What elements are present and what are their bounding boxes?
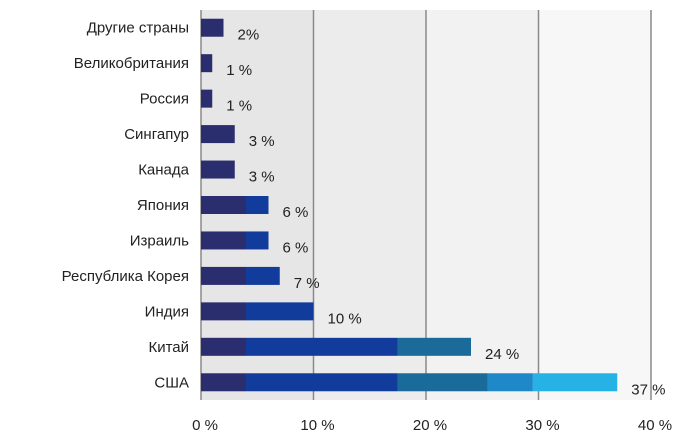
value-label: 10 %	[328, 310, 362, 327]
bar-segment	[532, 373, 618, 392]
background-bands	[201, 10, 651, 400]
category-label: Канада	[138, 162, 189, 179]
value-label: 24 %	[485, 346, 519, 363]
bar-segment	[246, 302, 314, 321]
bar-segment	[246, 337, 398, 356]
category-labels: Другие страны Великобритания Россия Сингапу…	[62, 20, 190, 392]
category-label: Сингапур	[124, 126, 189, 143]
category-label: Китай	[148, 339, 189, 356]
category-label: США	[154, 374, 189, 391]
value-label: 1 %	[226, 98, 252, 115]
x-tick-label: 20 %	[413, 417, 447, 434]
bar-segment	[201, 54, 213, 73]
bar-segment	[201, 89, 213, 108]
bar-segment	[246, 196, 269, 214]
bar	[201, 160, 235, 179]
value-label: 3 %	[249, 169, 275, 186]
bar	[201, 302, 314, 321]
bars	[201, 18, 618, 392]
bar	[201, 125, 235, 144]
bar	[201, 54, 213, 73]
bar-segment	[201, 373, 246, 392]
value-label: 1 %	[226, 62, 252, 79]
bar-segment	[487, 373, 533, 392]
bar-segment	[246, 373, 398, 392]
x-tick-label: 10 %	[300, 417, 334, 434]
value-label: 7 %	[294, 275, 320, 292]
x-tick-label: 30 %	[525, 417, 559, 434]
value-label: 2%	[238, 27, 260, 44]
bar-segment	[246, 231, 269, 250]
category-label: Япония	[137, 197, 189, 214]
value-label: 3 %	[249, 133, 275, 150]
bar-segment	[201, 196, 246, 214]
bar-segment	[397, 373, 488, 392]
category-label: Россия	[140, 91, 189, 108]
bar-segment	[397, 337, 471, 356]
bar-segment	[201, 337, 246, 356]
category-label: Великобритания	[74, 55, 189, 72]
category-label: Израиль	[130, 232, 189, 249]
x-tick-label: 40 %	[638, 417, 672, 434]
background-band	[538, 10, 651, 400]
bar-segment	[201, 125, 235, 144]
bar-segment	[201, 18, 224, 37]
x-tick-label: 0 %	[192, 417, 218, 434]
bar	[201, 18, 224, 37]
bar	[201, 231, 269, 250]
value-labels: 2% 1 % 1 % 3 % 3 % 6 % 6 % 7 % 10 % 24 % 37 %	[226, 27, 665, 399]
category-label: Другие страны	[87, 20, 189, 37]
bar-segment	[201, 160, 235, 179]
value-label: 6 %	[283, 239, 309, 256]
value-label: 6 %	[283, 204, 309, 221]
bar	[201, 266, 280, 285]
background-band	[313, 10, 426, 400]
bar-segment	[246, 266, 280, 285]
bar	[201, 337, 471, 356]
category-label: Республика Корея	[62, 268, 189, 285]
bar-segment	[201, 231, 246, 250]
bar-segment	[201, 266, 246, 285]
x-tick-labels: 0 % 10 % 20 % 30 % 40 %	[192, 417, 672, 434]
value-label: 37 %	[631, 381, 665, 398]
bar	[201, 196, 269, 214]
bar	[201, 89, 213, 108]
bar	[201, 373, 618, 392]
background-band	[426, 10, 539, 400]
bar-segment	[201, 302, 246, 321]
category-label: Индия	[145, 303, 189, 320]
